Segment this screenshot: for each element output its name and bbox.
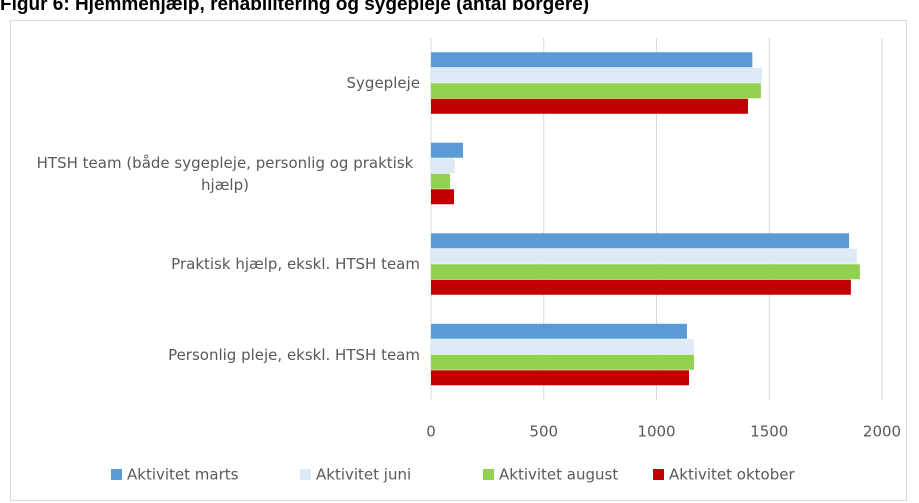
bar xyxy=(431,279,851,295)
legend-label: Aktivitet marts xyxy=(127,466,239,484)
category-label: HTSH team (både sygepleje, personlig og … xyxy=(36,153,414,194)
chart-title: Figur 6: Hjemmehjælp, rehabilitering og … xyxy=(0,0,590,15)
bar xyxy=(431,142,464,158)
chart-frame xyxy=(10,20,907,501)
legend-label: Aktivitet august xyxy=(499,466,618,484)
x-tick-label: 0 xyxy=(426,423,436,441)
legend-swatch xyxy=(300,469,311,480)
y-tick-label: Praktisk hjælp, ekskl. HTSH team xyxy=(10,234,420,294)
x-tick-label: 2000 xyxy=(863,423,901,441)
bar xyxy=(431,323,687,339)
bar xyxy=(431,370,689,386)
category-label: Praktisk hjælp, ekskl. HTSH team xyxy=(171,255,420,274)
bar xyxy=(431,189,455,205)
bar xyxy=(431,52,753,68)
legend-label: Aktivitet oktober xyxy=(669,466,795,484)
category-label: Sygepleje xyxy=(346,74,420,93)
bar xyxy=(431,67,763,83)
bar xyxy=(431,83,761,99)
category-label: Personlig pleje, ekskl. HTSH team xyxy=(168,345,420,364)
y-tick-label: Sygepleje xyxy=(10,53,420,113)
x-tick-label: 1000 xyxy=(637,423,675,441)
y-tick-label: HTSH team (både sygepleje, personlig og … xyxy=(10,144,420,204)
legend-label: Aktivitet juni xyxy=(316,466,411,484)
bar xyxy=(431,354,694,370)
bar xyxy=(431,98,749,114)
bar xyxy=(431,173,450,189)
bar xyxy=(431,233,850,249)
bar xyxy=(431,158,455,174)
legend-swatch xyxy=(483,469,494,480)
bar xyxy=(431,248,857,264)
x-tick-label: 1500 xyxy=(750,423,788,441)
legend-swatch xyxy=(653,469,664,480)
bar xyxy=(431,339,694,355)
bar xyxy=(431,264,860,280)
x-tick-label: 500 xyxy=(529,423,558,441)
legend-swatch xyxy=(111,469,122,480)
y-tick-label: Personlig pleje, ekskl. HTSH team xyxy=(10,325,420,385)
